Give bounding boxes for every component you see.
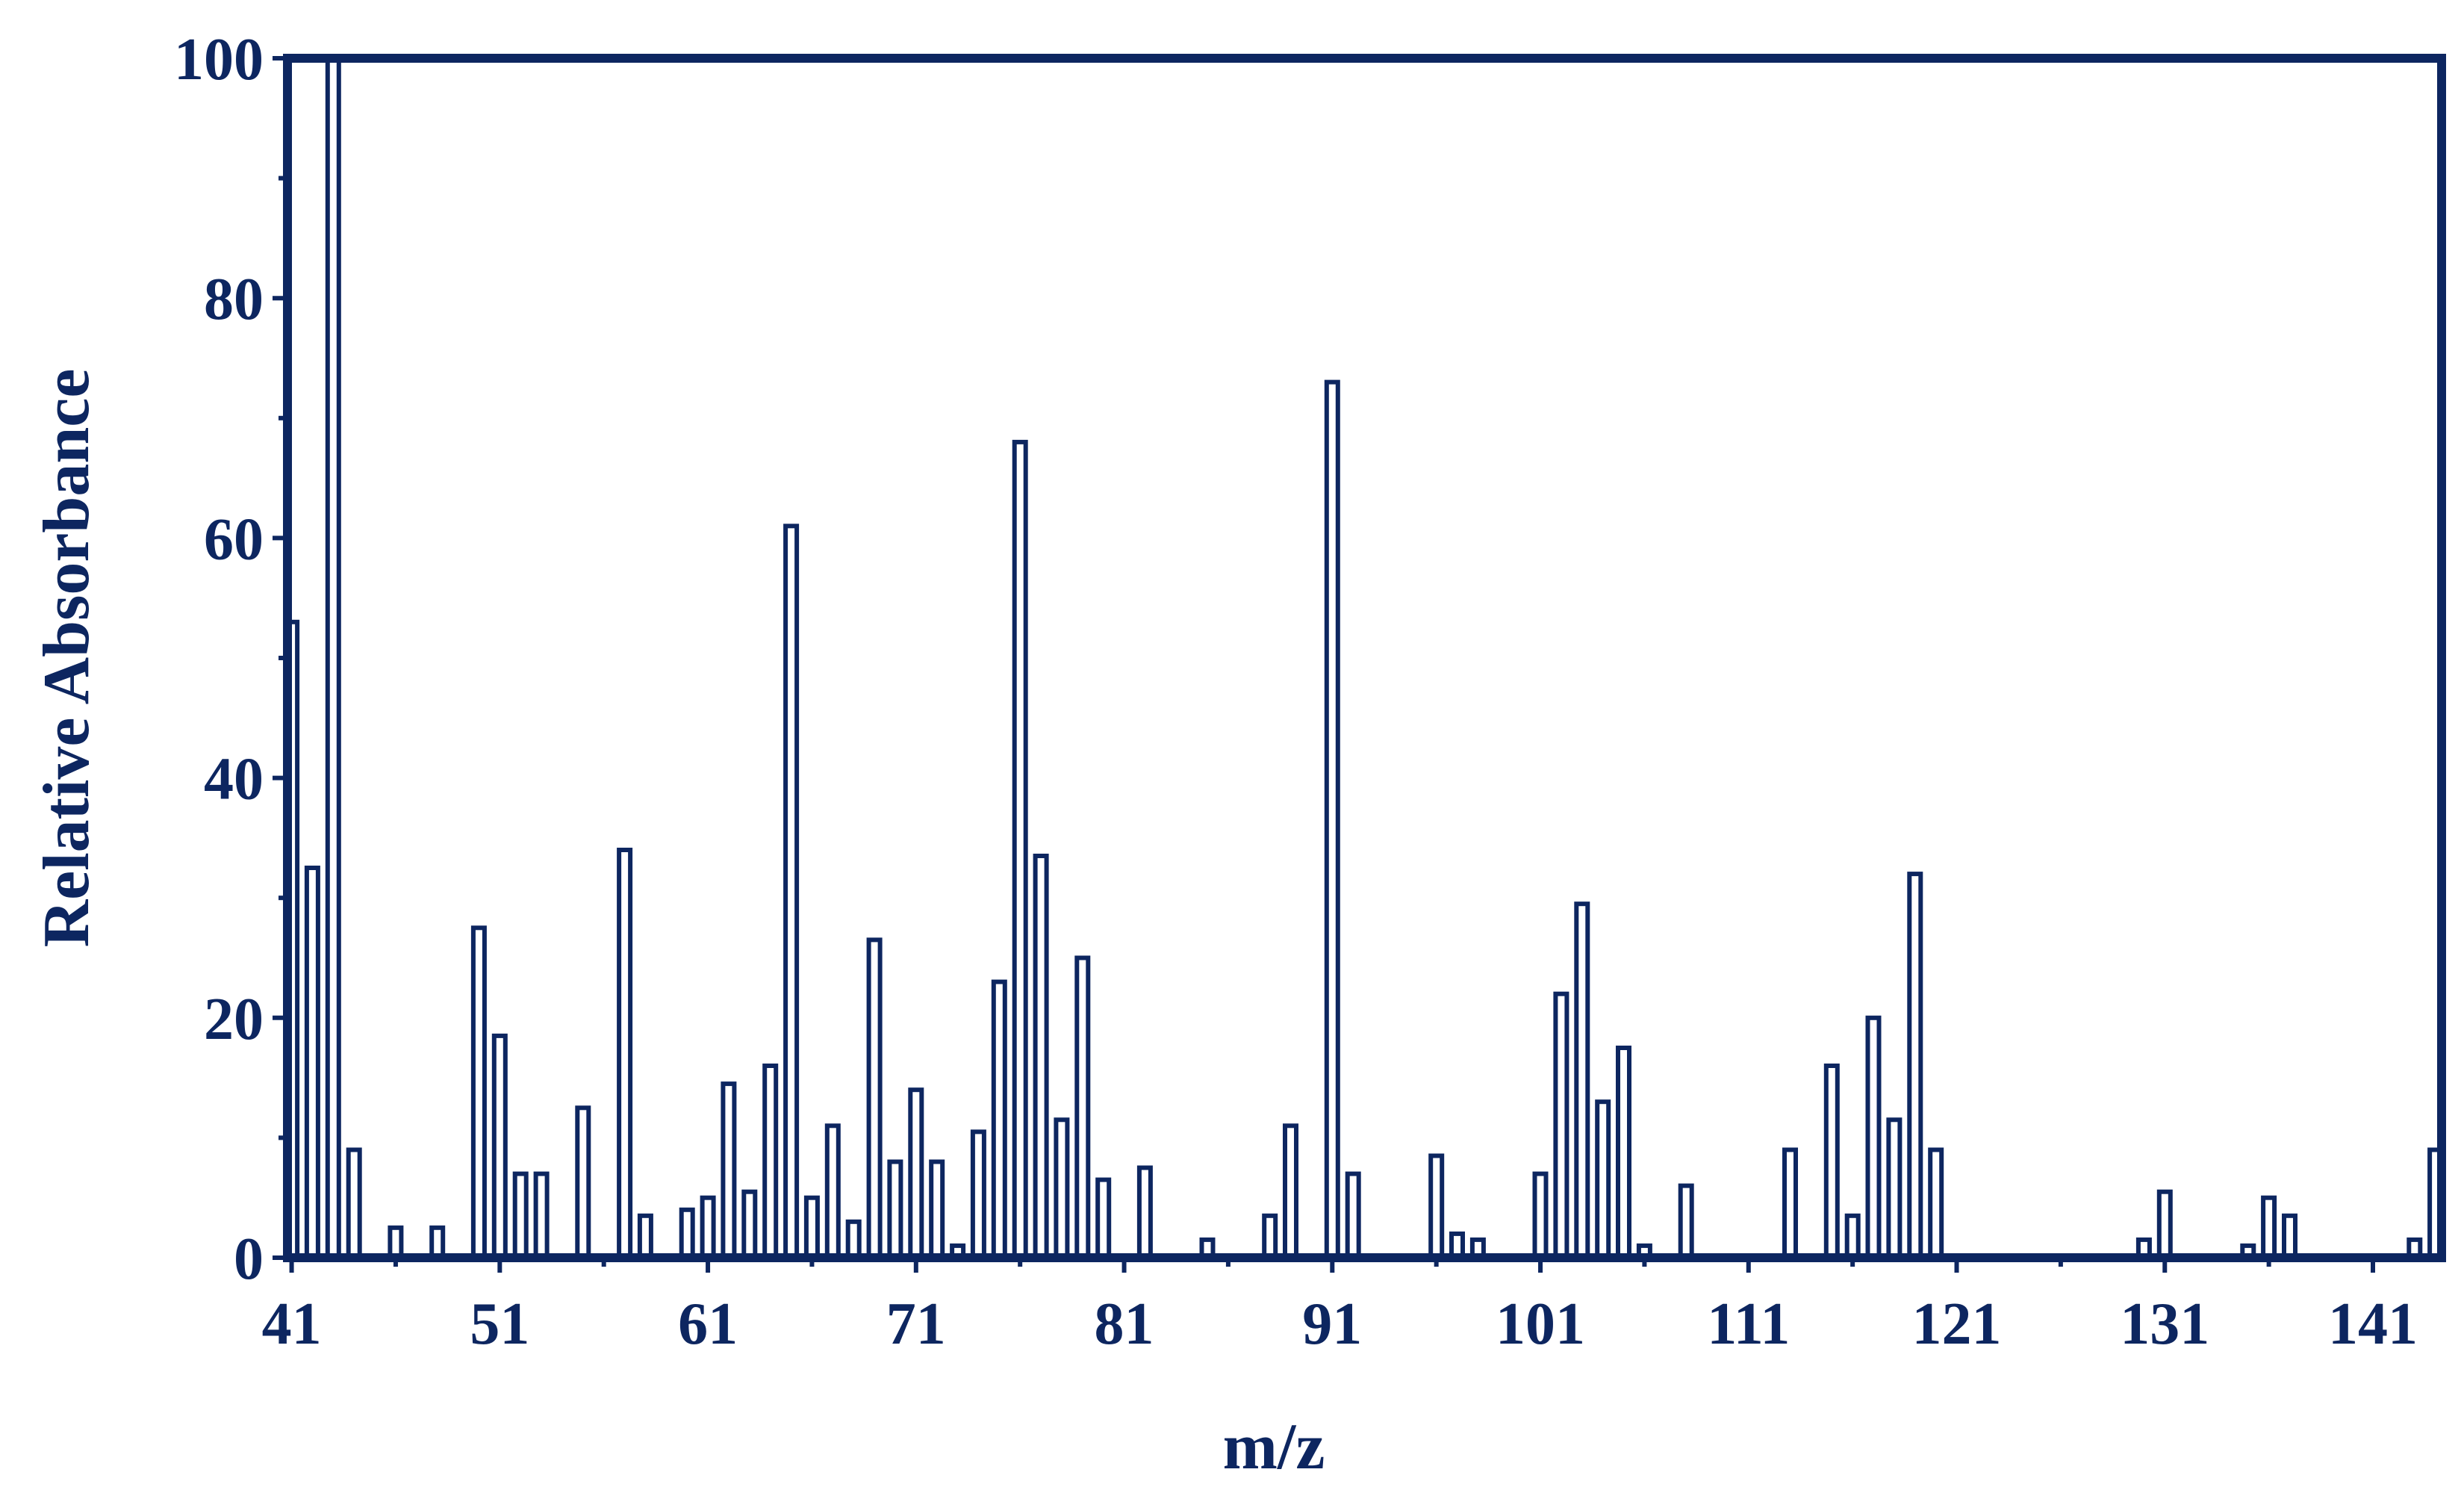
y-axis: 0 20 40 60 80 100 bbox=[174, 27, 287, 1292]
bar-mz-137 bbox=[2282, 1213, 2297, 1261]
x-tick-label-131: 131 bbox=[2120, 1291, 2209, 1357]
bar-mz-78 bbox=[1054, 1117, 1070, 1261]
x-tick-label-71: 71 bbox=[886, 1291, 946, 1357]
plot-frame bbox=[283, 54, 2446, 1262]
bar-mz-60 bbox=[679, 1207, 695, 1261]
bar-mz-46 bbox=[388, 1225, 404, 1261]
y-axis-title: Relative Absorbance bbox=[31, 369, 103, 948]
bar-mz-82 bbox=[1136, 1165, 1153, 1260]
bar-mz-66 bbox=[803, 1195, 820, 1260]
bar-mz-76 bbox=[1012, 439, 1028, 1260]
bar-mz-44 bbox=[346, 1147, 362, 1260]
bar-mz-131 bbox=[2156, 1189, 2173, 1260]
bar-mz-105 bbox=[1616, 1046, 1631, 1260]
bar-mz-57 bbox=[617, 848, 633, 1260]
x-tick-label-111: 111 bbox=[1707, 1291, 1790, 1357]
bar-mz-68 bbox=[845, 1219, 862, 1261]
bar-mz-58 bbox=[637, 1213, 653, 1261]
bar-mz-108 bbox=[1678, 1183, 1694, 1260]
bar-mz-116 bbox=[1844, 1213, 1861, 1261]
bar-mz-77 bbox=[1033, 854, 1049, 1260]
bar-mz-64 bbox=[762, 1064, 779, 1260]
bar-mz-79 bbox=[1074, 955, 1091, 1260]
bar-mz-80 bbox=[1095, 1177, 1112, 1260]
x-tick-label-91: 91 bbox=[1302, 1291, 1362, 1357]
bar-mz-103 bbox=[1574, 901, 1590, 1260]
y-tick-label-60: 60 bbox=[204, 506, 264, 572]
x-tick-label-101: 101 bbox=[1496, 1291, 1585, 1357]
x-tick-label-81: 81 bbox=[1095, 1291, 1154, 1357]
bar-mz-62 bbox=[721, 1081, 737, 1260]
bar-mz-48 bbox=[429, 1225, 446, 1261]
x-axis: 41 51 61 71 81 91 101 111 121 131 141 bbox=[262, 1258, 2418, 1357]
x-tick-label-61: 61 bbox=[678, 1291, 738, 1357]
y-tick-label-20: 20 bbox=[204, 987, 264, 1052]
x-tick-label-121: 121 bbox=[1912, 1291, 2002, 1357]
y-tick-label-80: 80 bbox=[204, 267, 264, 332]
bar-mz-88 bbox=[1262, 1213, 1278, 1261]
bar-mz-53 bbox=[533, 1171, 550, 1260]
x-axis-title: m/z bbox=[1223, 1411, 1325, 1483]
bar-mz-118 bbox=[1886, 1117, 1903, 1261]
bar-mz-72 bbox=[929, 1159, 945, 1260]
bar-mz-51 bbox=[491, 1033, 508, 1261]
bars-group bbox=[284, 56, 2444, 1261]
bar-mz-67 bbox=[824, 1123, 841, 1261]
bar-mz-96 bbox=[1428, 1153, 1445, 1260]
bar-mz-115 bbox=[1823, 1064, 1840, 1260]
bar-mz-119 bbox=[1907, 872, 1923, 1260]
bar-mz-61 bbox=[700, 1195, 716, 1260]
bar-mz-71 bbox=[908, 1087, 924, 1260]
bar-mz-43 bbox=[325, 56, 341, 1260]
bar-mz-104 bbox=[1595, 1099, 1611, 1260]
y-tick-label-100: 100 bbox=[174, 27, 264, 93]
x-tick-label-51: 51 bbox=[470, 1291, 529, 1357]
bar-mz-117 bbox=[1865, 1015, 1882, 1261]
bar-mz-50 bbox=[470, 925, 487, 1261]
bar-mz-91 bbox=[1324, 379, 1340, 1261]
bar-mz-65 bbox=[783, 524, 800, 1260]
bar-mz-74 bbox=[970, 1129, 986, 1261]
x-tick-label-141: 141 bbox=[2328, 1291, 2418, 1357]
bar-mz-113 bbox=[1782, 1147, 1798, 1260]
bar-mz-101 bbox=[1532, 1171, 1549, 1260]
x-tick-label-41: 41 bbox=[262, 1291, 322, 1357]
bar-mz-70 bbox=[887, 1159, 903, 1260]
bar-mz-52 bbox=[512, 1171, 529, 1260]
bar-mz-102 bbox=[1553, 991, 1569, 1260]
bar-mz-75 bbox=[991, 979, 1007, 1260]
y-tick-label-0: 0 bbox=[234, 1226, 264, 1292]
bar-mz-120 bbox=[1928, 1147, 1944, 1260]
bar-mz-63 bbox=[741, 1189, 758, 1260]
y-tick-label-40: 40 bbox=[204, 747, 264, 813]
bar-mz-55 bbox=[575, 1105, 591, 1261]
bar-mz-136 bbox=[2261, 1195, 2277, 1260]
bar-mz-42 bbox=[304, 866, 320, 1260]
bar-mz-92 bbox=[1345, 1171, 1361, 1260]
bar-mz-89 bbox=[1283, 1123, 1298, 1261]
bar-mz-69 bbox=[866, 937, 883, 1261]
